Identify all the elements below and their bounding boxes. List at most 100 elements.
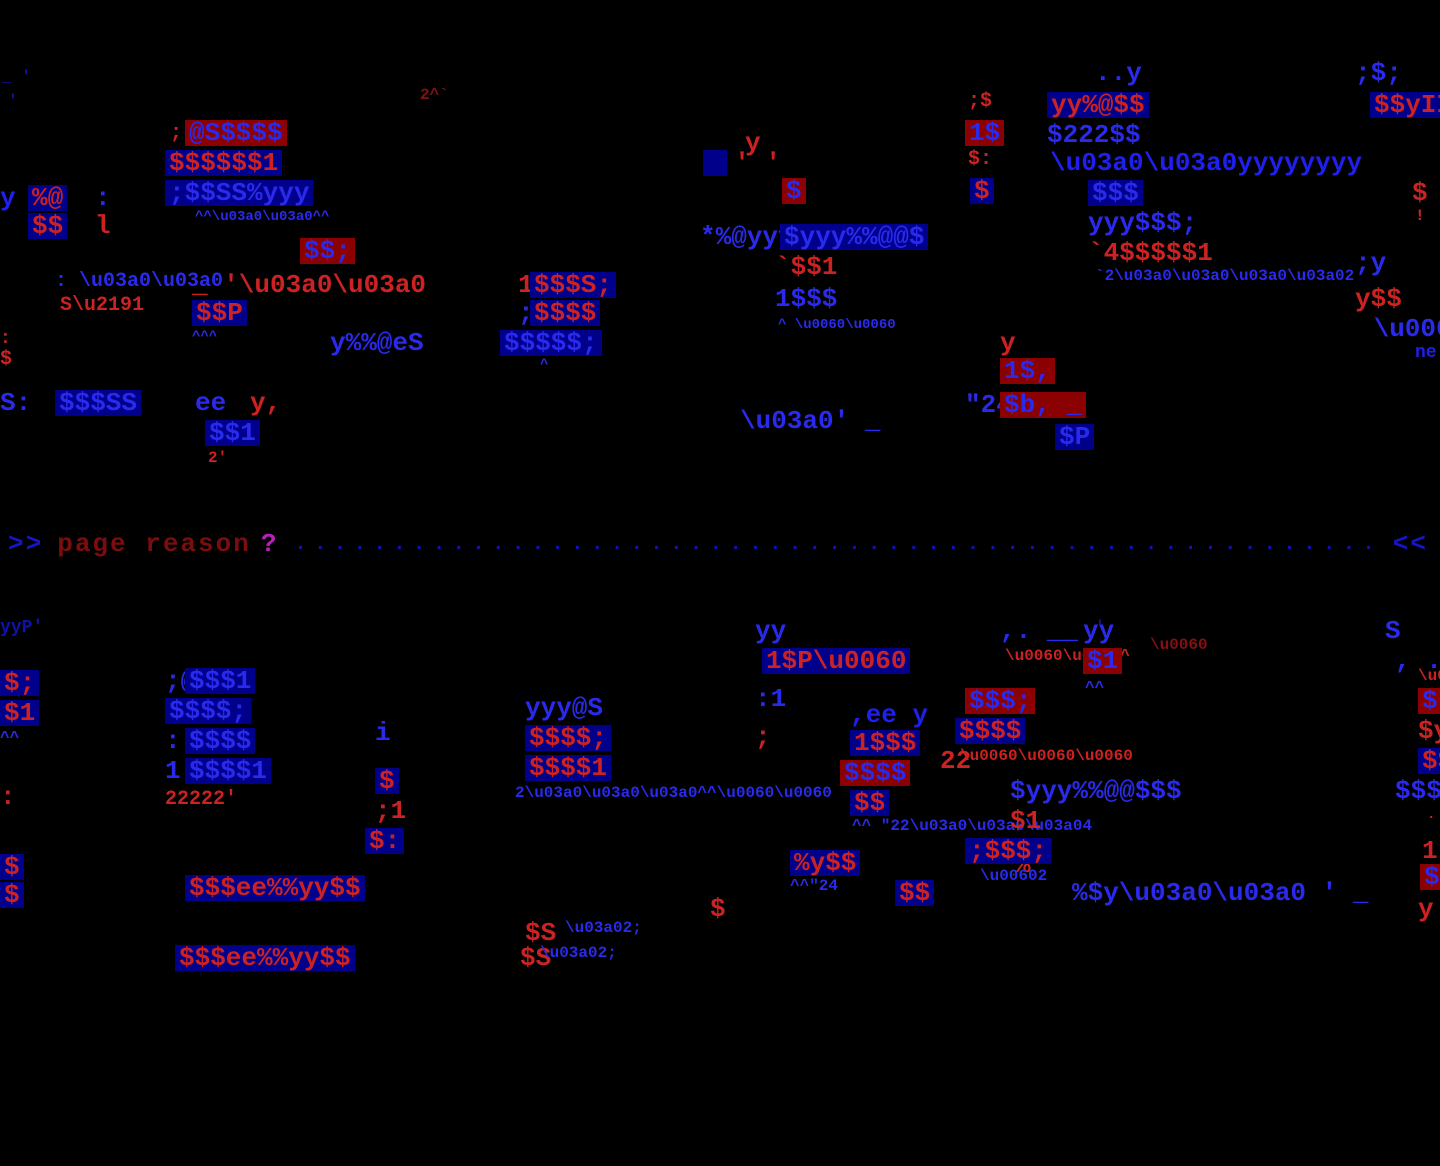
art-glyph-block: : [165, 728, 181, 754]
art-glyph-block [703, 150, 727, 176]
art-glyph-block: 1 [165, 758, 181, 784]
divider-chevron-left-icon[interactable]: >> [8, 529, 43, 559]
art-glyph-block: \u03a0\u03a0yyyyyyyy [1050, 150, 1362, 176]
art-glyph-block: ,ee y [850, 702, 928, 728]
divider-dot: . [1086, 533, 1100, 556]
divider-dot: . [1106, 533, 1120, 556]
art-glyph-block: $yyy%%@@$$$ [1010, 778, 1182, 804]
divider-dot: . [314, 533, 328, 556]
divider-dot: . [1323, 533, 1337, 556]
art-glyph-block: y [0, 185, 16, 211]
divider-dot: . [433, 533, 447, 556]
art-glyph-block: $$$ [1088, 180, 1143, 206]
art-glyph-block: S [1385, 618, 1401, 644]
divider-dot: . [868, 533, 882, 556]
divider-dot: . [374, 533, 388, 556]
art-glyph-block: $$$$ [955, 718, 1025, 744]
divider-dot: . [393, 533, 407, 556]
art-glyph-block: ^ \u0060\u0060 [778, 318, 896, 332]
art-glyph-block: y$$ [1355, 286, 1402, 312]
art-glyph-block: $ [1412, 180, 1428, 206]
art-glyph-block: \u0060\u0060^ [1418, 668, 1440, 684]
noise-glyph: ' [8, 92, 18, 110]
divider-dot: . [670, 533, 684, 556]
art-glyph-block: $$$ee%%yy$$ [185, 875, 365, 901]
art-glyph-block: `4$$$$$1 [1088, 240, 1213, 266]
divider-chevron-right-icon[interactable]: << [1393, 529, 1428, 559]
art-glyph-block: 1$, [1000, 358, 1055, 384]
divider-dot: . [334, 533, 348, 556]
divider-dot: . [294, 533, 308, 556]
art-glyph-block: l [95, 213, 111, 239]
divider-dot: . [473, 533, 487, 556]
art-glyph-block: $1 [1010, 808, 1041, 834]
art-glyph-block: $$ [1418, 748, 1440, 774]
art-glyph-block: $ [0, 854, 24, 880]
art-glyph-block: $ [1418, 688, 1440, 714]
art-glyph-block: ^^ "22\u03a0\u03a0\u03a04 [852, 818, 1092, 834]
art-glyph-block: 22222' [165, 790, 237, 810]
art-glyph-block: $$$1 [185, 668, 255, 694]
art-glyph-block: ^^^ [192, 330, 217, 344]
art-glyph-block: ;$ [968, 92, 992, 112]
divider-dot: . [908, 533, 922, 556]
divider-dot: . [947, 533, 961, 556]
divider-dot: . [591, 533, 605, 556]
art-glyph-block: $ [970, 178, 994, 204]
art-glyph-block: $$$$1 [185, 758, 271, 784]
art-glyph-block: $$$$ [530, 300, 600, 326]
divider-dot: . [710, 533, 724, 556]
art-glyph-block: $$ [850, 790, 889, 816]
art-glyph-block: yyy$$$; [1088, 210, 1197, 236]
divider-dot: . [730, 533, 744, 556]
art-glyph-block: 2' [208, 450, 227, 466]
art-glyph-block: S: [0, 390, 31, 416]
art-glyph-block: \u03a02; [540, 945, 617, 961]
divider-dot: . [1244, 533, 1258, 556]
art-glyph-block: %$y\u03a0\u03a0 ' _ [1072, 880, 1368, 906]
divider-dot: . [1224, 533, 1238, 556]
art-glyph-block: ^^ [1085, 680, 1104, 696]
art-glyph-block: \u0060 [1358, 316, 1440, 342]
art-glyph-block: ^^ [0, 730, 19, 746]
art-glyph-block: y, [250, 390, 281, 416]
art-glyph-block: %@ [28, 185, 67, 211]
divider-dot: . [1303, 533, 1317, 556]
art-glyph-block: $; [0, 670, 39, 696]
art-glyph-block: 1$ [965, 120, 1004, 146]
art-glyph-block: ne [1415, 344, 1437, 362]
art-glyph-block: $ [1420, 864, 1440, 890]
art-glyph-block: :1 [755, 686, 786, 712]
art-glyph-block: y [745, 130, 761, 156]
divider-dot: . [571, 533, 585, 556]
art-glyph-block: $$$SS [55, 390, 141, 416]
art-glyph-block: $P [1055, 424, 1094, 450]
art-glyph-block: yy [1083, 618, 1114, 644]
divider-dot: . [354, 533, 368, 556]
divider-dot: . [769, 533, 783, 556]
art-glyph-block: ^^"24 [790, 878, 838, 894]
divider-dot: . [927, 533, 941, 556]
divider-dot: . [848, 533, 862, 556]
art-glyph-block: `$$1 [775, 254, 837, 280]
art-glyph-block: $222$$ [1047, 122, 1141, 148]
divider-dot: . [1264, 533, 1278, 556]
divider-dot: . [1165, 533, 1179, 556]
art-glyph-block: $y [1418, 718, 1440, 744]
divider-dot: . [809, 533, 823, 556]
art-glyph-block: : [0, 330, 11, 348]
divider-dot: . [453, 533, 467, 556]
page-reason-divider: >> page reason ? .......................… [0, 524, 1440, 564]
noise-glyph: yyP' [0, 618, 43, 638]
art-glyph-block: $ [375, 768, 399, 794]
divider-dot: . [1204, 533, 1218, 556]
art-glyph-block: $1 [0, 700, 39, 726]
art-glyph-block: $$$ [1395, 778, 1440, 804]
divider-dot: . [631, 533, 645, 556]
art-glyph-block: ;$; [1355, 60, 1402, 86]
art-glyph-block: 1$$$ [850, 730, 920, 756]
art-glyph-block: ,. __ [1000, 618, 1078, 644]
noise-glyph: 2^` [420, 86, 449, 104]
art-glyph-block: y [1418, 896, 1434, 922]
art-glyph-block: \u03a0' _ [740, 408, 880, 434]
